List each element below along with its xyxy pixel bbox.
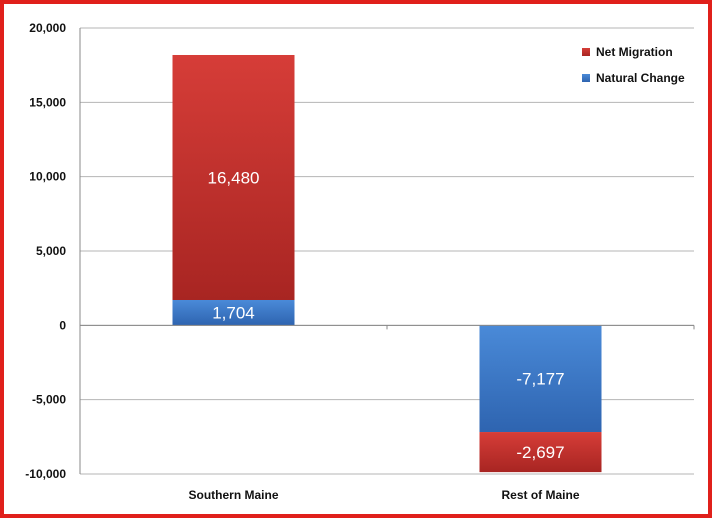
data-label-net-migration-rest-of-maine: -2,697	[516, 443, 564, 462]
bar-net-migration-rest-of-maine	[479, 432, 602, 473]
legend-swatch-net-migration	[582, 48, 590, 56]
legend: Net Migration Natural Change	[582, 45, 685, 85]
data-label-natural-change-southern-maine: 1,704	[212, 304, 255, 323]
legend-label-net-migration: Net Migration	[596, 45, 673, 59]
x-category-label: Southern Maine	[188, 488, 278, 502]
axes: -10,000 -5,000 0 5,000 10,000 15,000 20,000 Sou…	[25, 21, 695, 502]
stacked-bar-chart: -10,000 -5,000 0 5,000 10,000 15,000 20,000 Sou…	[25, 21, 695, 502]
y-tick-label: 5,000	[36, 244, 66, 258]
bar-natural-change-southern-maine	[172, 300, 295, 326]
data-label-net-migration-southern-maine: 16,480	[208, 168, 260, 187]
y-tick-label: 10,000	[29, 170, 66, 184]
data-label-natural-change-rest-of-maine: -7,177	[516, 370, 564, 389]
y-tick-label: 15,000	[29, 95, 66, 109]
y-tick-label: -5,000	[32, 393, 66, 407]
y-tick-label: 20,000	[29, 21, 66, 35]
bar-net-migration-southern-maine	[172, 54, 295, 301]
y-tick-label: 0	[59, 318, 66, 332]
gridlines	[80, 27, 694, 475]
x-category-label: Rest of Maine	[501, 488, 579, 502]
bar-natural-change-rest-of-maine	[479, 325, 602, 433]
legend-label-natural-change: Natural Change	[596, 71, 685, 85]
data-labels: 1,704 16,480 -7,177 -2,697	[208, 168, 565, 462]
y-tick-label: -10,000	[25, 467, 66, 481]
bars	[172, 54, 602, 473]
legend-swatch-natural-change	[582, 74, 590, 82]
